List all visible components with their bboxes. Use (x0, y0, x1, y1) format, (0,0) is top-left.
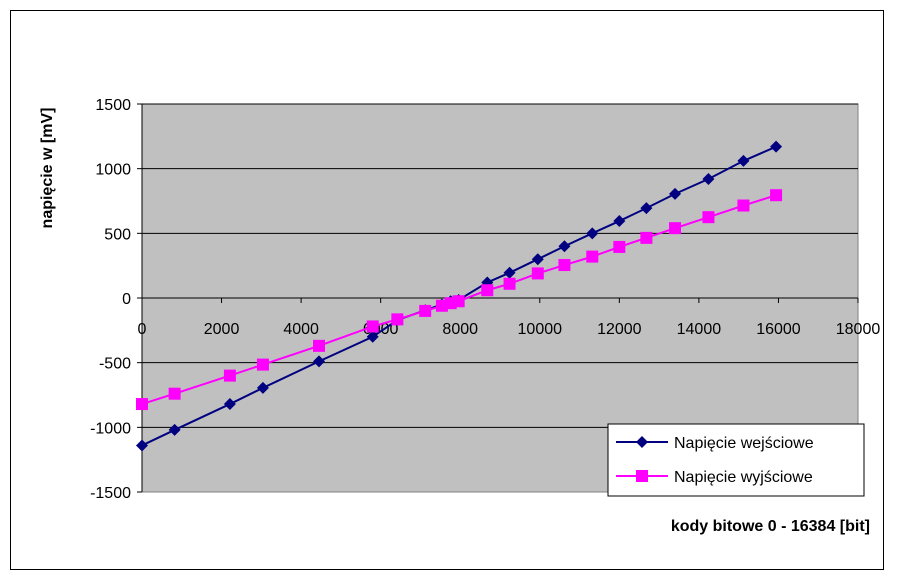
data-point (770, 140, 783, 153)
y-tick-label: 500 (104, 226, 131, 243)
data-point (313, 355, 326, 368)
series-line (141, 194, 777, 406)
x-tick-label: 18000 (836, 321, 881, 338)
y-axis-title: napięcie w [mV] (39, 108, 56, 229)
data-point (136, 398, 148, 411)
data-point (737, 199, 750, 212)
y-tick-label: 0 (122, 291, 131, 308)
data-point (640, 231, 653, 244)
y-tick-label: -500 (99, 356, 131, 373)
data-point (391, 313, 404, 326)
x-tick-label: 2000 (204, 321, 240, 338)
data-point (168, 423, 181, 436)
data-point (256, 381, 269, 394)
data-point (366, 320, 379, 333)
data-point (223, 398, 236, 411)
data-point (419, 304, 432, 317)
y-tick-label: -1000 (90, 420, 131, 437)
legend-marker (636, 436, 648, 448)
data-point (366, 330, 379, 343)
data-point (313, 339, 326, 352)
data-point (586, 250, 599, 263)
data-point (531, 267, 544, 280)
data-point (223, 369, 236, 382)
legend-label: Napięcie wyjściowe (674, 469, 813, 486)
data-point (613, 215, 626, 228)
x-tick-label: 4000 (283, 321, 319, 338)
data-point (737, 154, 750, 167)
y-tick-label: -1500 (90, 485, 131, 502)
x-tick-label: 8000 (442, 321, 478, 338)
data-point (531, 253, 544, 266)
data-point (558, 240, 571, 253)
x-tick-label: 10000 (518, 321, 563, 338)
legend (607, 423, 865, 497)
data-point (558, 259, 571, 272)
data-point (503, 266, 516, 279)
y-tick-label: 1000 (95, 162, 131, 179)
data-point (586, 227, 599, 240)
data-point (770, 189, 783, 202)
data-point (503, 277, 516, 290)
data-point (702, 211, 715, 224)
legend-marker (636, 470, 648, 482)
data-point (136, 439, 148, 452)
data-point (702, 173, 715, 186)
legend-label: Napięcie wejściowe (674, 435, 814, 452)
x-tick-label: 16000 (756, 321, 801, 338)
data-point (256, 358, 269, 371)
data-point (168, 387, 181, 400)
x-tick-label: 0 (138, 321, 147, 338)
x-tick-label: 14000 (677, 321, 722, 338)
y-tick-label: 1500 (95, 97, 131, 114)
x-tick-label: 12000 (597, 321, 642, 338)
data-point (613, 240, 626, 253)
data-point (640, 202, 653, 215)
data-point (481, 284, 494, 297)
data-point (452, 295, 465, 308)
series-line (141, 145, 777, 447)
x-axis-title: kody bitowe 0 - 16384 [bit] (671, 518, 870, 535)
data-point (669, 222, 682, 235)
data-point (669, 187, 682, 200)
